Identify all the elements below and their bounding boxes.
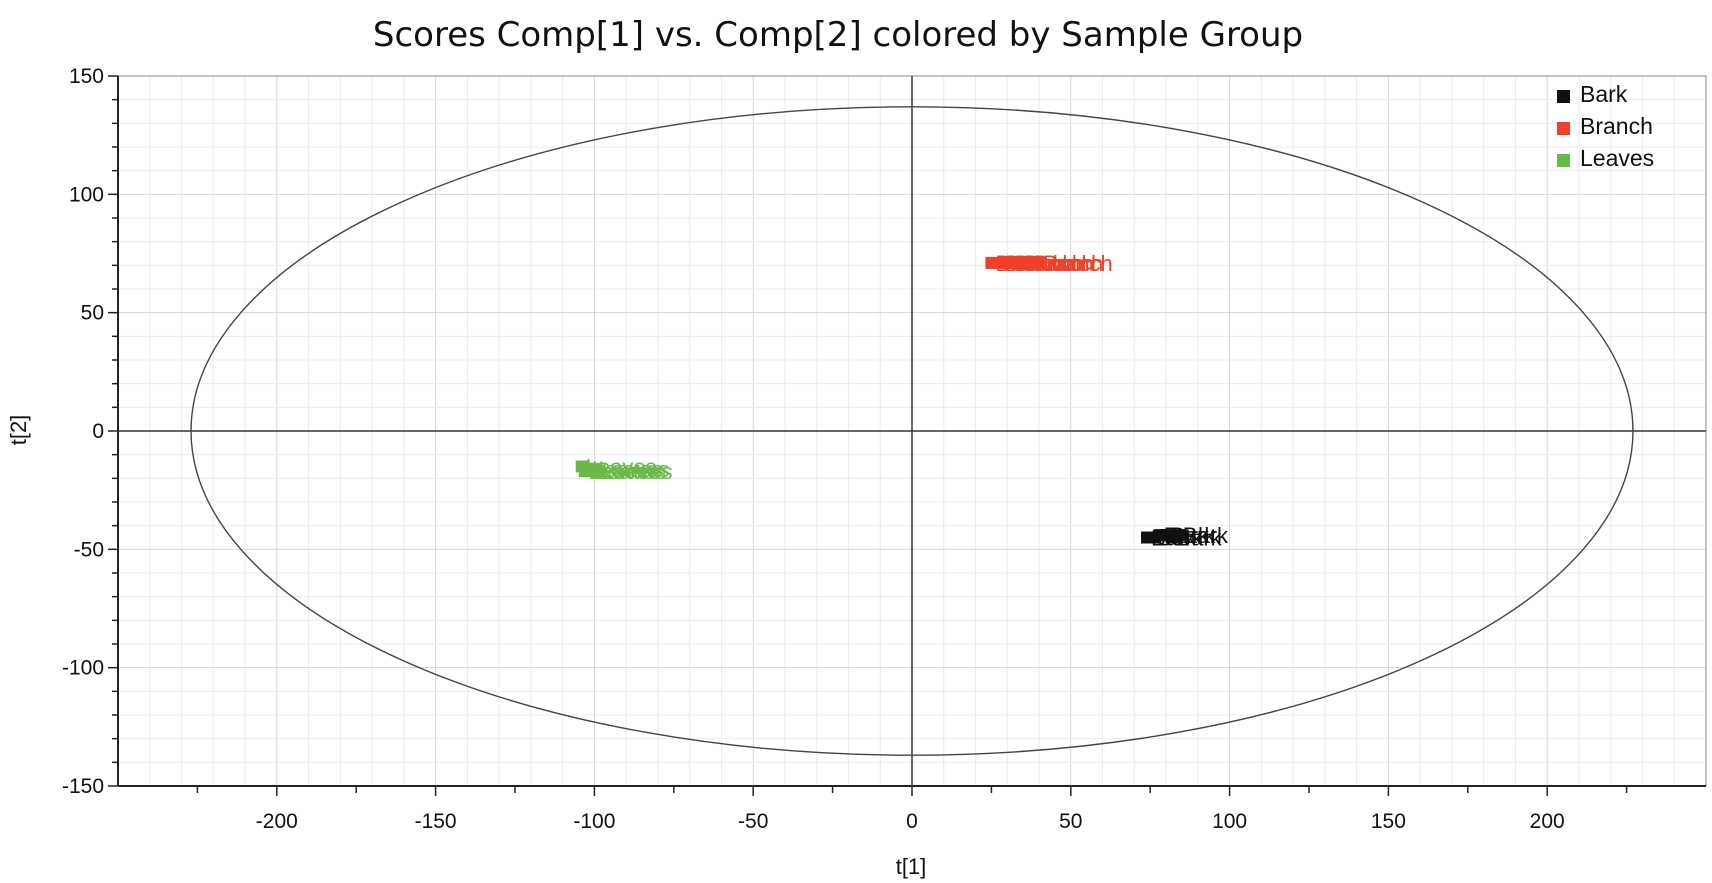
x-tick-label: 50 (1059, 810, 1082, 833)
x-tick-label: -150 (415, 810, 457, 833)
y-tick-label: 0 (92, 420, 104, 443)
chart-title: Scores Comp[1] vs. Comp[2] colored by Sa… (373, 15, 1303, 55)
zero-lines (118, 76, 1706, 786)
point-label-leaves: Leaves (595, 459, 666, 484)
legend-label-leaves: Leaves (1580, 145, 1654, 171)
legend: Bark Branch Leaves (1557, 81, 1654, 171)
point-branch (985, 256, 998, 269)
legend-marker-leaves (1557, 154, 1570, 167)
point-bark (1172, 529, 1185, 542)
x-tick-label: 100 (1212, 810, 1247, 833)
y-tick-label: -50 (74, 538, 104, 561)
y-tick-label: 150 (69, 65, 104, 88)
point-label-leaves: Leaves (602, 459, 673, 484)
point-branch (994, 256, 1007, 269)
y-tick-label: -100 (62, 657, 104, 680)
legend-label-bark: Bark (1580, 81, 1628, 107)
x-axis-title: t[1] (896, 854, 927, 879)
x-tick-label: 200 (1530, 810, 1565, 833)
point-leaves (591, 465, 604, 478)
point-branch (1004, 256, 1017, 269)
point-label-leaves: Leaves (598, 457, 669, 482)
y-axis-title: t[2] (6, 415, 31, 446)
point-label-branch: Branch (1034, 251, 1104, 276)
x-tick-label: -100 (573, 810, 615, 833)
axes: -200 -150 -100 -50 0 50 100 150 200 -150 -100 -50 0 5… (62, 65, 1706, 833)
point-branch (1013, 256, 1026, 269)
x-tick-label: -50 (738, 810, 768, 833)
x-tick-label: -200 (256, 810, 298, 833)
legend-label-branch: Branch (1580, 113, 1653, 139)
legend-marker-branch (1557, 122, 1570, 135)
point-branch (1033, 256, 1046, 269)
legend-marker-bark (1557, 90, 1570, 103)
y-tick-label: -150 (62, 775, 104, 798)
x-tick-label: 150 (1371, 810, 1406, 833)
data-points: BarkBarkBarkBarkBarkBarkBranchBranchBran… (575, 251, 1229, 551)
point-label-branch: Branch (1043, 251, 1113, 276)
point-label-leaves: Leaves (592, 457, 663, 482)
x-tick-label: 0 (906, 810, 918, 833)
hotelling-ellipse (190, 106, 1634, 756)
y-tick-label: 50 (81, 302, 104, 325)
point-branch (1023, 256, 1036, 269)
point-label-bark: Bark (1183, 523, 1229, 548)
y-tick-label: 100 (69, 183, 104, 206)
